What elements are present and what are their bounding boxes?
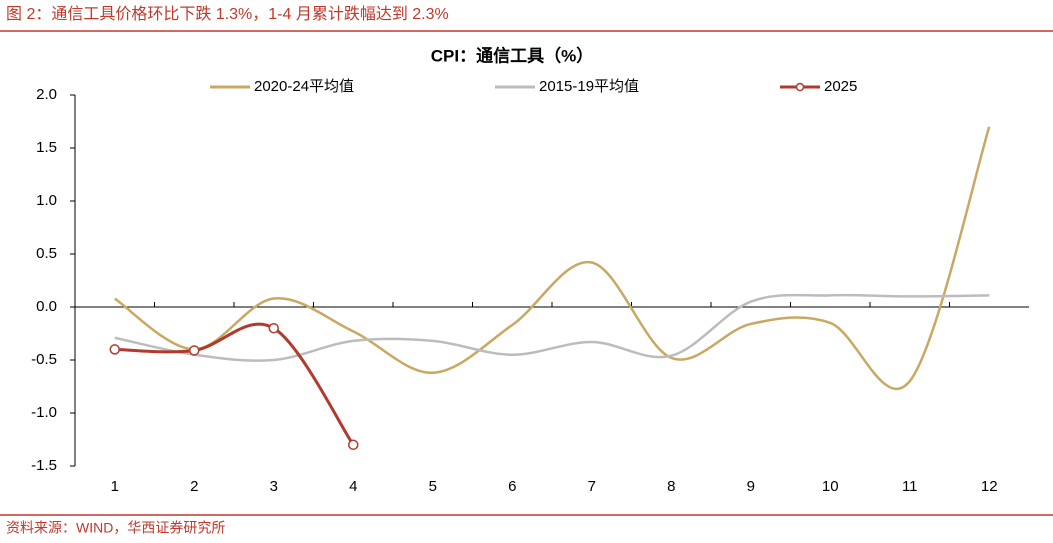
figure-title: 图 2：通信工具价格环比下跌 1.3%，1-4 月累计跌幅达到 2.3% [6,5,449,23]
x-tick-label: 4 [349,478,357,495]
line-series [114,293,990,362]
x-tick-label: 10 [822,478,839,495]
x-tick-label: 9 [747,478,755,495]
x-tick-label: 6 [508,478,516,495]
chart-title: CPI：通信工具（%） [431,45,593,65]
y-tick-label: 2.0 [36,86,57,103]
point-marker [189,345,200,356]
legend-label: 2020-24平均值 [254,78,354,95]
y-tick-label: -1.0 [31,404,57,421]
point-marker [268,322,279,334]
y-tick-label: 0.0 [36,298,57,315]
x-tick-label: 2 [190,478,198,495]
x-tick-label: 7 [588,478,596,495]
legend-label: 2015-19平均值 [539,78,639,95]
x-tick-label: 11 [902,478,918,495]
line-series [114,126,991,391]
point-marker [109,344,120,355]
x-tick-label: 5 [429,478,437,495]
y-tick-label: 1.0 [36,192,57,209]
x-tick-label: 1 [111,478,119,495]
x-tick-label: 8 [667,478,675,495]
x-tick-label: 3 [270,478,278,495]
y-tick-label: 0.5 [36,245,57,262]
legend-marker [795,82,805,92]
legend-label: 2025 [824,78,857,95]
y-tick-label: -1.5 [31,457,57,474]
line-series [114,322,355,446]
point-marker [348,439,359,451]
x-tick-label: 12 [981,478,998,495]
y-tick-label: 1.5 [36,139,57,156]
source-note: 资料来源：WIND，华西证券研究所 [6,520,225,536]
y-tick-label: -0.5 [31,351,57,368]
